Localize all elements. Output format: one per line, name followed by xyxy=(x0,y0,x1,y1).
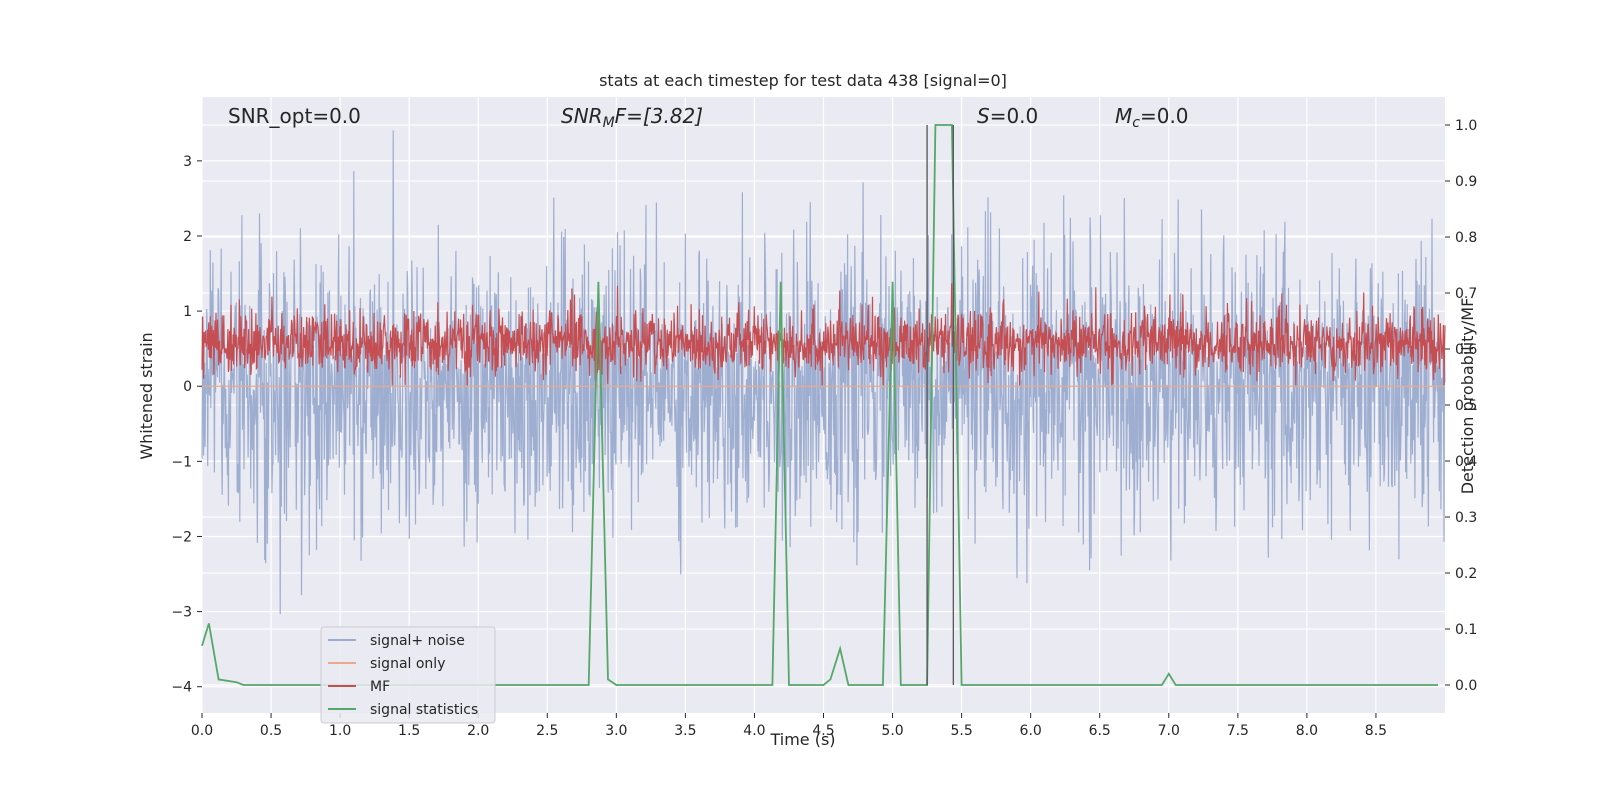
y2-tick-label: 0.0 xyxy=(1455,678,1477,694)
y-tick-label: 2 xyxy=(183,229,192,245)
legend-label-mf: MF xyxy=(370,679,390,695)
legend-label-signal-statistics: signal statistics xyxy=(370,702,478,718)
mc-rest: =0.0 xyxy=(1140,104,1189,128)
s-rest: =0.0 xyxy=(990,104,1039,128)
s-var: S xyxy=(977,104,990,128)
y-tick-label: 1 xyxy=(183,304,192,320)
x-tick-label: 0.5 xyxy=(260,723,282,739)
snr-mf-annotation: SNRMF=[3.82] xyxy=(561,104,703,131)
x-tick-label: 8.0 xyxy=(1296,723,1318,739)
x-tick-label: 1.0 xyxy=(329,723,351,739)
y-tick-label: −3 xyxy=(171,605,192,621)
mc-annotation: Mc=0.0 xyxy=(1115,104,1189,131)
y-axis-ticks: −4 −3 −2 −1 0 1 2 3 xyxy=(171,154,202,696)
mf-series xyxy=(201,283,1446,386)
y2-tick-label: 0.8 xyxy=(1455,230,1477,246)
y-axis-label: Whitened strain xyxy=(137,332,156,459)
y-tick-label: −4 xyxy=(171,680,192,696)
y-tick-label: −1 xyxy=(171,454,192,470)
x-tick-label: 2.0 xyxy=(467,723,489,739)
x-tick-label: 3.0 xyxy=(605,723,627,739)
x-tick-label: 4.5 xyxy=(812,723,834,739)
mf-line xyxy=(201,283,1446,386)
signal-noise-line xyxy=(201,130,1446,615)
x-tick-label: 6.0 xyxy=(1020,723,1042,739)
x-tick-label: 0.0 xyxy=(191,723,213,739)
x-tick-label: 7.5 xyxy=(1227,723,1249,739)
x-tick-label: 2.5 xyxy=(536,723,558,739)
chart-title: stats at each timestep for test data 438… xyxy=(599,71,1007,90)
snr-mf-base: SNR xyxy=(561,104,603,128)
y2-tick-label: 0.5 xyxy=(1455,398,1477,414)
x-tick-label: 6.5 xyxy=(1089,723,1111,739)
y2-tick-label: 1.0 xyxy=(1455,118,1477,134)
snr-opt-annotation: SNR_opt=0.0 xyxy=(228,104,361,128)
mc-var: M xyxy=(1115,104,1132,128)
x-tick-label: 5.0 xyxy=(881,723,903,739)
snr-mf-rest: F=[3.82] xyxy=(615,104,703,128)
legend-label-signal-noise: signal+ noise xyxy=(370,633,465,649)
y-tick-label: −2 xyxy=(171,529,192,545)
legend-box xyxy=(320,626,496,724)
y2-axis-ticks: 0.0 0.1 0.2 0.3 0.4 0.5 0.6 0.7 0.8 0.9 1.0 xyxy=(1445,118,1477,694)
signal-noise-series xyxy=(201,130,1446,615)
y2-tick-label: 0.9 xyxy=(1455,174,1477,190)
legend-label-signal-only: signal only xyxy=(370,656,445,672)
x-axis-ticks: 0.0 0.5 1.0 1.5 2.0 2.5 3.0 3.5 4.0 4.5 5.0 5.5 6.0 6… xyxy=(191,713,1387,739)
y2-tick-label: 0.6 xyxy=(1455,342,1477,358)
x-tick-label: 5.5 xyxy=(950,723,972,739)
s-annotation: S=0.0 xyxy=(977,104,1038,128)
x-tick-label: 7.0 xyxy=(1158,723,1180,739)
x-tick-label: 3.5 xyxy=(674,723,696,739)
y2-tick-label: 0.7 xyxy=(1455,286,1477,302)
legend: signal+ noise signal only MF signal stat… xyxy=(320,626,496,724)
y-tick-label: 0 xyxy=(183,379,192,395)
y2-axis-label: Detection probability/MF xyxy=(1458,298,1477,495)
y2-tick-label: 0.2 xyxy=(1455,566,1477,582)
y2-tick-label: 0.4 xyxy=(1455,454,1477,470)
vertical-markers xyxy=(926,125,954,685)
snr-mf-sub: M xyxy=(603,115,615,131)
x-axis-label: Time (s) xyxy=(769,730,835,749)
x-tick-label: 4.0 xyxy=(743,723,765,739)
y2-tick-label: 0.3 xyxy=(1455,510,1477,526)
mc-sub: c xyxy=(1132,115,1140,131)
x-tick-label: 8.5 xyxy=(1365,723,1387,739)
y-tick-label: 3 xyxy=(183,154,192,170)
y2-tick-label: 0.1 xyxy=(1455,622,1477,638)
x-tick-label: 1.5 xyxy=(398,723,420,739)
